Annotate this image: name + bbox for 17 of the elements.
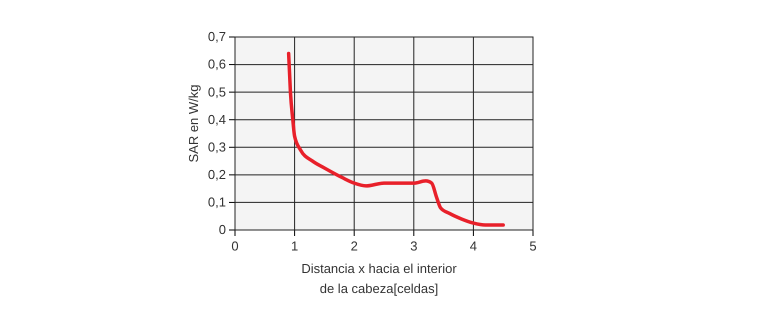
line-series [286,52,505,227]
y-tick-label: 0,1 [208,194,226,210]
x-tick-label: 2 [350,238,358,254]
y-tick-label: 0,3 [208,139,226,154]
x-tick-label: 3 [410,238,418,254]
y-tick-label: 0,6 [208,56,226,72]
x-tick-label: 1 [290,238,298,254]
y-tick-label: 0,5 [208,84,226,100]
x-tick-label: 5 [529,238,537,254]
y-axis-title: SAR en W/kg [186,84,201,163]
y-tick-label: 0 [218,222,226,238]
y-tick-label: 0,4 [208,112,226,127]
y-tick-label: 0,2 [208,167,226,182]
x-axis-title: Distancia x hacia el interior de la cabeza[celdas] [301,261,458,296]
x-tick-label: 4 [470,238,478,254]
y-tick-label: 0,7 [208,29,226,44]
x-tick-label: 0 [231,238,239,254]
